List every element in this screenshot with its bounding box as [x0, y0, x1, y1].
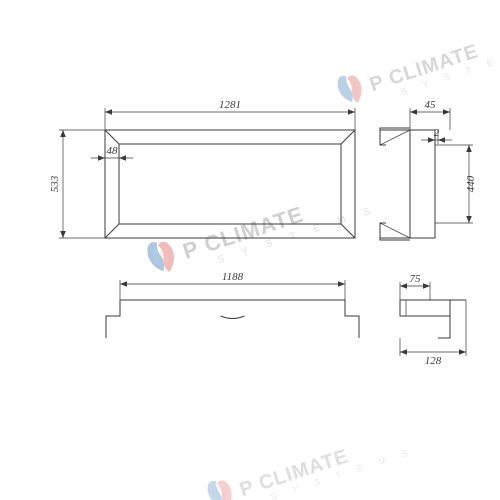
- front-inner: [119, 144, 341, 224]
- dim-label: 75: [410, 273, 422, 285]
- side-view: [380, 128, 435, 240]
- dim-label: 533: [49, 175, 61, 192]
- dim-label: 440: [465, 175, 477, 192]
- watermark: P CLIMATES Y S T E M S: [205, 419, 416, 500]
- dim-label: 1281: [219, 99, 241, 111]
- dim-label: 2: [434, 127, 440, 139]
- watermark: P CLIMATES Y S T E M S: [335, 14, 500, 115]
- drawing-canvas: P CLIMATES Y S T E M S P CLIMATES Y S T E…: [0, 0, 500, 500]
- plan-side-view: [400, 300, 466, 338]
- dim-label: 45: [425, 99, 437, 111]
- dim-label: 48: [107, 145, 119, 157]
- dim-label: 128: [425, 355, 442, 367]
- watermark: P CLIMATES Y S T E M S: [144, 173, 379, 286]
- dim-label: 1188: [222, 271, 244, 283]
- plan-view: [106, 300, 359, 338]
